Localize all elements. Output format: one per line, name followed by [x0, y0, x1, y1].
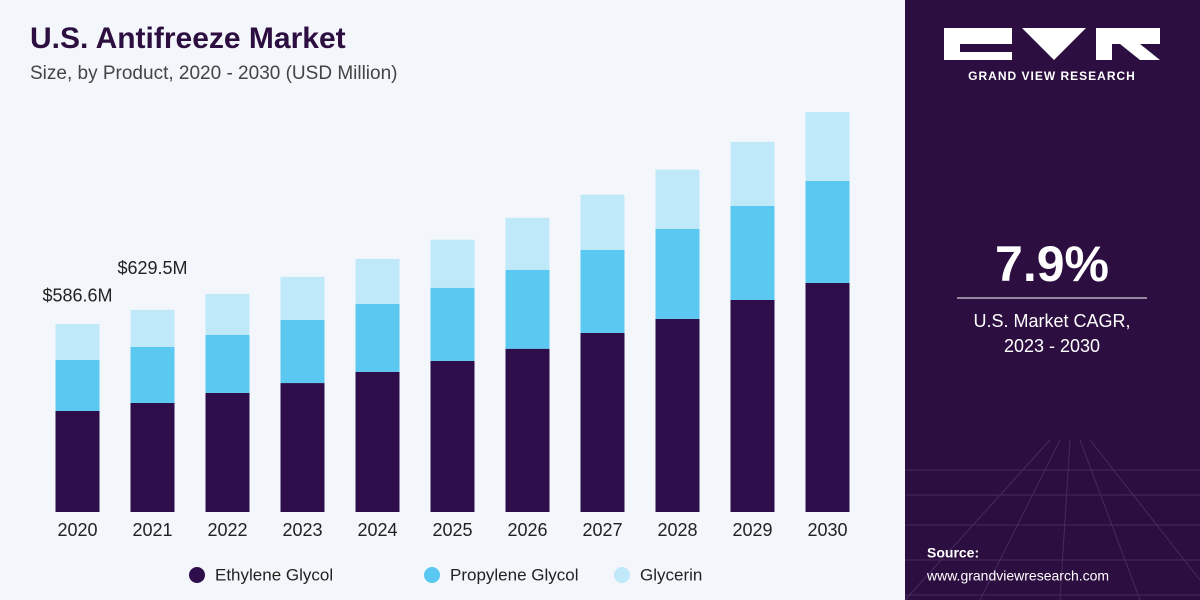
bar-segment [55, 324, 100, 360]
x-tick-label: 2030 [807, 520, 847, 540]
x-tick-label: 2020 [57, 520, 97, 540]
bar-segment [430, 287, 475, 361]
x-tick-label: 2022 [207, 520, 247, 540]
bar-segment [730, 299, 775, 512]
bar-segment [430, 360, 475, 512]
bar-segment [130, 346, 175, 403]
bar-segment [205, 392, 250, 512]
bar-segment [580, 333, 625, 512]
bar-segment [55, 359, 100, 411]
cagr-label: 2023 - 2030 [1004, 336, 1100, 356]
bar-segment [730, 205, 775, 300]
bar-segment [430, 239, 475, 288]
legend-label: Glycerin [640, 565, 702, 584]
brand: GRAND VIEW RESEARCH [968, 69, 1136, 83]
x-tick-label: 2026 [507, 520, 547, 540]
bar-segment [805, 112, 850, 181]
total-label: $586.6M [42, 286, 112, 306]
bar-segment [355, 371, 400, 512]
x-tick-label: 2029 [732, 520, 772, 540]
legend-label: Propylene Glycol [450, 565, 579, 584]
bar-segment [280, 319, 325, 384]
source-label: Source: [927, 545, 979, 561]
chart-subtitle: Size, by Product, 2020 - 2030 (USD Milli… [30, 63, 398, 84]
cagr-label: U.S. Market CAGR, [973, 311, 1130, 331]
total-label: $629.5M [117, 258, 187, 278]
bar-segment [805, 282, 850, 512]
bar-segment [205, 293, 250, 335]
bar-segment [355, 303, 400, 372]
side-panel [905, 0, 1200, 600]
bar-segment [805, 180, 850, 283]
logo [944, 28, 1160, 60]
x-tick-label: 2027 [582, 520, 622, 540]
bar-segment [55, 410, 100, 512]
source-url: www.grandviewresearch.com [926, 568, 1109, 584]
bar-segment [505, 269, 550, 349]
bar-segment [205, 334, 250, 393]
bar-segment [280, 276, 325, 320]
chart-title: U.S. Antifreeze Market [30, 22, 346, 55]
panel-grid [904, 439, 1200, 600]
x-tick-label: 2028 [657, 520, 697, 540]
bar-segment [505, 217, 550, 270]
bar-segment [355, 258, 400, 304]
x-tick-label: 2023 [282, 520, 322, 540]
bar-segment [655, 318, 700, 512]
bar-segment [580, 249, 625, 334]
bar-segment [580, 194, 625, 250]
x-tick-label: 2025 [432, 520, 472, 540]
legend-swatch [614, 567, 630, 583]
bar-segment [280, 383, 325, 512]
x-tick-label: 2021 [132, 520, 172, 540]
legend-swatch [189, 567, 205, 583]
bar-segment [130, 402, 175, 512]
bar-segment [130, 309, 175, 347]
x-tick-label: 2024 [357, 520, 397, 540]
bar-segment [730, 141, 775, 206]
cagr-value: 7.9% [995, 236, 1109, 292]
legend-label: Ethylene Glycol [215, 565, 333, 584]
bar-segment [655, 169, 700, 229]
bar-segment [505, 348, 550, 512]
bar-segment [655, 228, 700, 319]
legend-swatch [424, 567, 440, 583]
